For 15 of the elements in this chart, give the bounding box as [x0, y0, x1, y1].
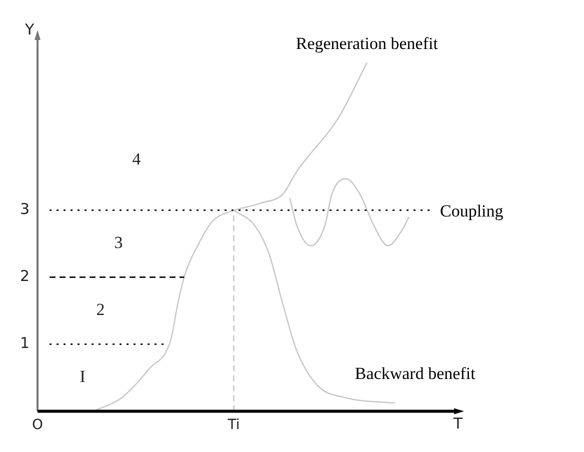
annotation: 2	[96, 300, 105, 320]
y-tick-label: 1	[20, 334, 30, 352]
annotation: I	[80, 367, 86, 386]
x-tick-label: Ti	[226, 417, 240, 434]
series-label: Regeneration benefit	[296, 34, 438, 53]
y-tick-label: 3	[20, 200, 30, 218]
annotation: 3	[114, 233, 123, 252]
x-axis-title: T	[452, 414, 464, 433]
series-label: Coupling	[440, 202, 504, 221]
line-series	[289, 178, 410, 246]
series-label: Backward benefit	[354, 364, 476, 384]
y-tick-label: 2	[20, 267, 30, 286]
annotation: 4	[132, 149, 142, 168]
y-axis-title: Y	[24, 20, 35, 38]
x-tick-label: O	[32, 417, 44, 434]
